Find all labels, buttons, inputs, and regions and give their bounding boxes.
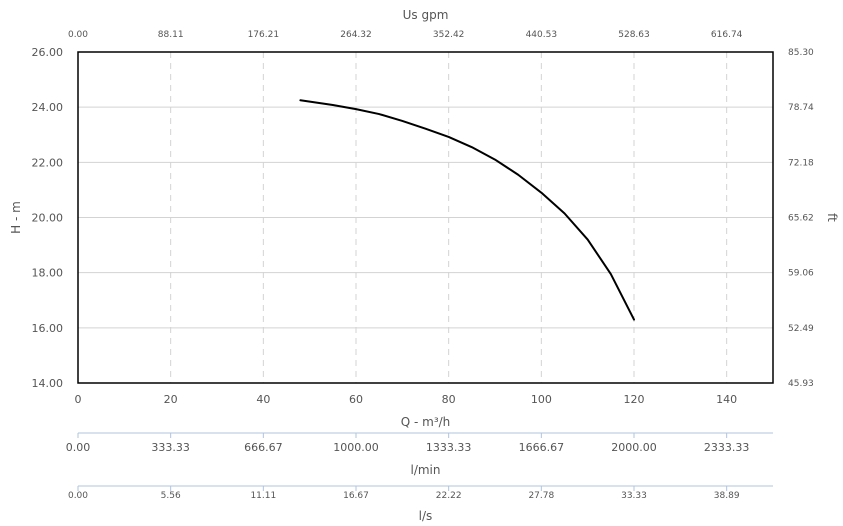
x-axis-title: Q - m³/h (401, 415, 451, 429)
y2-axis-title: ft (825, 213, 839, 222)
top-x-tick-label: 440.53 (526, 30, 558, 40)
y-tick-label: 14.00 (32, 377, 64, 390)
top-x-tick-label: 176.21 (248, 30, 280, 40)
x-tick-label: 40 (256, 393, 270, 406)
y2-tick-label: 72.18 (788, 158, 814, 168)
ls-tick-label: 16.67 (343, 491, 369, 501)
lmin-tick-label: 2333.33 (704, 441, 750, 454)
x-tick-label: 100 (531, 393, 552, 406)
label-layer: 14.00 16.00 18.00 20.00 22.00 24.00 26.00 H - m… (9, 8, 839, 523)
lmin-tick-label: 1333.33 (426, 441, 472, 454)
top-x-tick-label: 528.63 (618, 30, 650, 40)
lmin-tick-label: 2000.00 (611, 441, 657, 454)
ls-tick-label: 33.33 (621, 491, 647, 501)
y2-tick-label: 85.30 (788, 48, 814, 58)
top-x-tick-label: 352.42 (433, 30, 465, 40)
x-tick-label: 60 (349, 393, 363, 406)
y-tick-label: 26.00 (32, 46, 64, 59)
y-tick-label: 20.00 (32, 212, 64, 225)
lmin-tick-label: 1666.67 (519, 441, 565, 454)
ls-tick-label: 38.89 (714, 491, 740, 501)
ls-tick-label: 27.78 (528, 491, 554, 501)
y2-tick-label: 78.74 (788, 103, 814, 113)
lmin-tick-label: 666.67 (244, 441, 283, 454)
head-curve-line (299, 99, 635, 321)
y2-tick-label: 59.06 (788, 269, 814, 279)
lmin-tick-label: 1000.00 (333, 441, 379, 454)
top-x-tick-label: 0.00 (68, 30, 88, 40)
top-x-tick-label: 616.74 (711, 30, 743, 40)
ls-tick-label: 22.22 (436, 491, 462, 501)
top-x-tick-label: 264.32 (340, 30, 372, 40)
plot-frame (77, 51, 774, 384)
curve-layer (299, 99, 635, 321)
y-tick-label: 16.00 (32, 322, 64, 335)
lmin-axis-title: l/min (410, 463, 440, 477)
ls-axis-title: l/s (419, 509, 433, 523)
frame-layer (77, 51, 774, 491)
lmin-tick-label: 0.00 (66, 441, 91, 454)
ls-tick-label: 5.56 (161, 491, 181, 501)
top-x-axis-title: Us gpm (403, 8, 449, 22)
ls-tick-label: 0.00 (68, 491, 88, 501)
x-tick-label: 140 (716, 393, 737, 406)
y2-tick-label: 45.93 (788, 379, 814, 389)
x-tick-label: 20 (164, 393, 178, 406)
x-tick-label: 120 (624, 393, 645, 406)
ls-tick-label: 11.11 (250, 491, 276, 501)
top-x-tick-label: 88.11 (158, 30, 184, 40)
y-axis-title: H - m (9, 201, 23, 234)
y-tick-label: 18.00 (32, 267, 64, 280)
y-tick-label: 24.00 (32, 101, 64, 114)
y2-tick-label: 65.62 (788, 214, 814, 224)
x-tick-label: 0 (75, 393, 82, 406)
x-tick-label: 80 (442, 393, 456, 406)
grid-layer (78, 52, 773, 383)
lmin-tick-label: 333.33 (151, 441, 190, 454)
y2-tick-label: 52.49 (788, 324, 814, 334)
y-tick-label: 22.00 (32, 156, 64, 169)
